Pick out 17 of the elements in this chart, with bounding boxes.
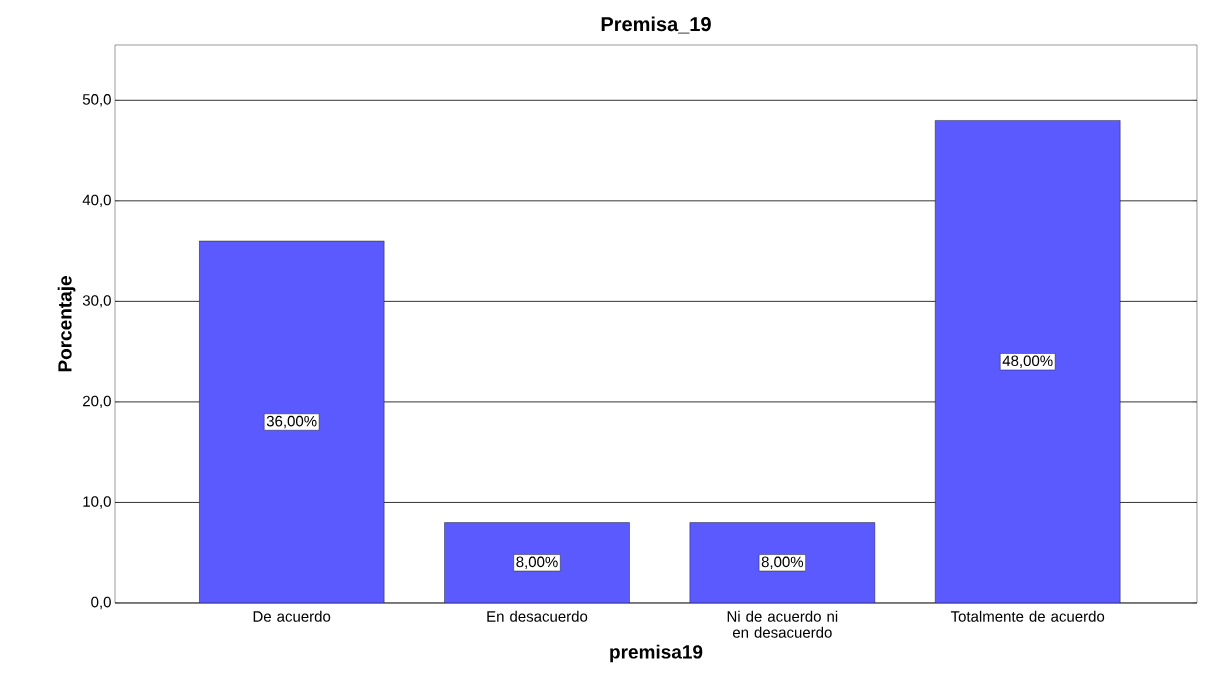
- y-tick-label: 40,0: [82, 194, 111, 208]
- y-tick-label: 20,0: [83, 395, 111, 409]
- x-tick-label: Totalmente de acuerdo: [950, 610, 1105, 622]
- chart-title: Premisa_19: [601, 16, 711, 34]
- y-tick-label: 50,0: [82, 94, 111, 107]
- data-label: 36,00%: [266, 415, 317, 429]
- y-tick-label: 30,0: [82, 295, 111, 308]
- data-label: 8,00%: [516, 556, 558, 569]
- x-axis-title: premisa19: [610, 644, 703, 663]
- y-tick-label: 10,0: [83, 496, 111, 509]
- y-axis-title: Porcentaje: [57, 276, 76, 372]
- data-label: 48,00%: [1002, 355, 1053, 368]
- data-label: 8,00%: [761, 556, 804, 569]
- y-tick-label: 0,0: [91, 596, 111, 610]
- x-tick-label: Ni de acuerdo ni en desacuerdo: [727, 610, 838, 638]
- x-tick-label: De acuerdo: [253, 610, 331, 622]
- x-tick-label: En desacuerdo: [487, 610, 588, 622]
